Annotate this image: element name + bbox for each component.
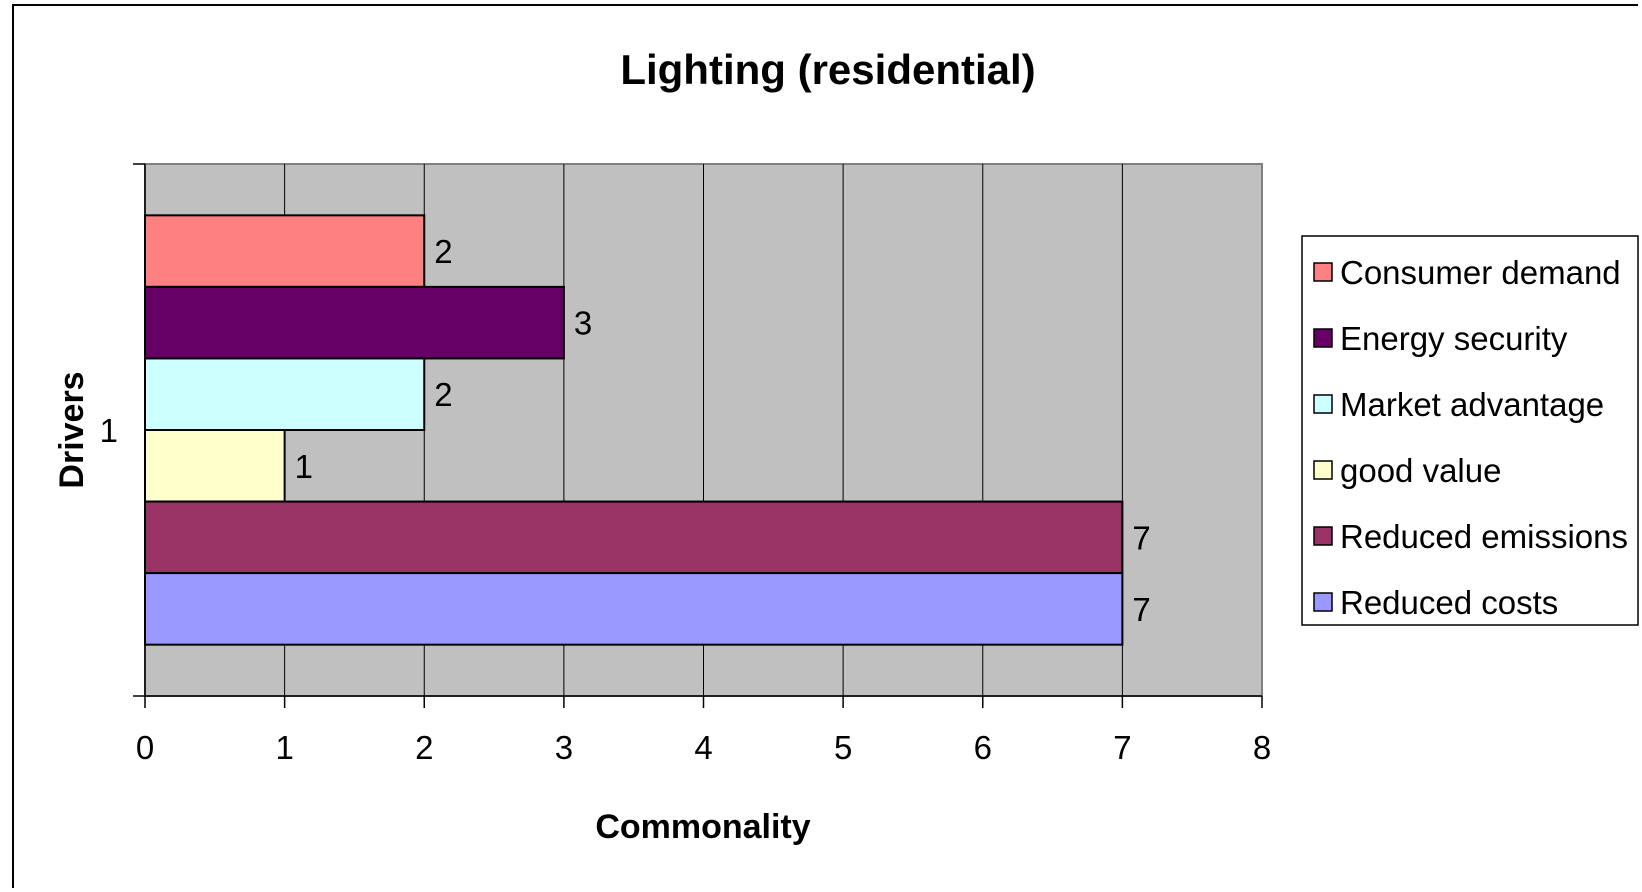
x-tick-label: 3 — [555, 729, 573, 766]
legend-label: Consumer demand — [1340, 254, 1621, 291]
x-tick-label: 8 — [1253, 729, 1271, 766]
legend: Consumer demand Energy security Market adv… — [1301, 235, 1639, 626]
legend-label: Market advantage — [1340, 386, 1604, 423]
data-label: 2 — [434, 376, 452, 413]
legend-label: Reduced emissions — [1340, 518, 1628, 555]
y-axis: 1 — [100, 163, 146, 697]
legend-swatch — [1313, 526, 1333, 546]
x-tick-label: 5 — [834, 729, 852, 766]
bar — [144, 285, 565, 360]
data-labels: 2 3 2 1 7 7 — [295, 233, 1151, 628]
bar — [144, 572, 1124, 646]
legend-swatch — [1313, 592, 1333, 612]
legend-label: good value — [1340, 452, 1501, 489]
bar — [144, 429, 286, 503]
x-tick-label: 1 — [275, 729, 293, 766]
data-label: 3 — [574, 305, 592, 342]
x-axis: 0 1 2 3 4 5 6 7 8 — [136, 695, 1271, 766]
legend-swatch — [1313, 328, 1333, 348]
x-axis-title: Commonality — [595, 808, 810, 846]
bar — [144, 214, 426, 288]
x-tick-label: 0 — [136, 729, 154, 766]
data-label: 7 — [1132, 591, 1150, 628]
data-label: 7 — [1132, 519, 1150, 556]
x-tick-label: 6 — [974, 729, 992, 766]
legend-swatch — [1313, 394, 1333, 414]
chart-title: Lighting (residential) — [620, 46, 1035, 93]
bars — [144, 214, 1124, 646]
bar — [144, 500, 1124, 575]
data-label: 1 — [295, 448, 313, 485]
y-category-label: 1 — [100, 412, 118, 449]
x-tick-label: 7 — [1113, 729, 1131, 766]
x-tick-label: 2 — [415, 729, 433, 766]
y-axis-title: Drivers — [53, 371, 91, 488]
legend-box — [1301, 235, 1639, 626]
bar — [144, 357, 426, 432]
data-label: 2 — [434, 233, 452, 270]
legend-swatch — [1313, 262, 1333, 282]
legend-label: Reduced costs — [1340, 584, 1558, 621]
legend-label: Energy security — [1340, 320, 1568, 357]
x-tick-label: 4 — [694, 729, 712, 766]
legend-swatch — [1313, 460, 1333, 480]
